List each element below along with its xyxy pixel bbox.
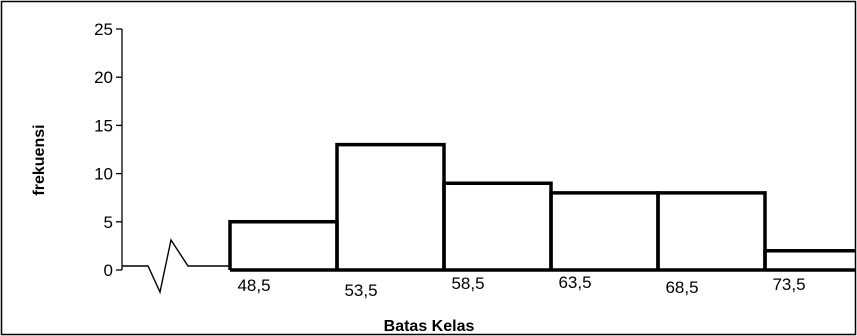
y-tick-label: 15 (94, 116, 113, 135)
y-tick-label: 10 (94, 165, 113, 184)
x-tick-label: 73,5 (772, 275, 805, 294)
y-tick-label: 20 (94, 68, 113, 87)
axis-break-zigzag (122, 238, 230, 295)
y-axis-title: frekuensi (31, 124, 48, 195)
y-tick-label: 25 (94, 20, 113, 39)
x-tick-label: 58,5 (451, 274, 484, 293)
y-tick-label: 5 (104, 213, 113, 232)
histogram-bar (656, 191, 767, 270)
y-tick-label: 0 (104, 261, 113, 280)
x-tick-label: 53,5 (344, 281, 377, 300)
histogram-bars (228, 142, 856, 272)
histogram-bar (763, 248, 856, 270)
y-tick-labels: 0 5 10 15 20 25 (94, 20, 113, 280)
x-axis-title: Batas Kelas (384, 318, 475, 335)
y-axis (116, 28, 123, 271)
x-tick-label: 68,5 (665, 278, 698, 297)
x-tick-label: 48,5 (237, 276, 270, 295)
x-tick-label: 63,5 (558, 273, 591, 292)
x-tick-labels: 48,5 53,5 58,5 63,5 68,5 73,5 (237, 273, 805, 300)
axis-break-mark (122, 238, 230, 295)
